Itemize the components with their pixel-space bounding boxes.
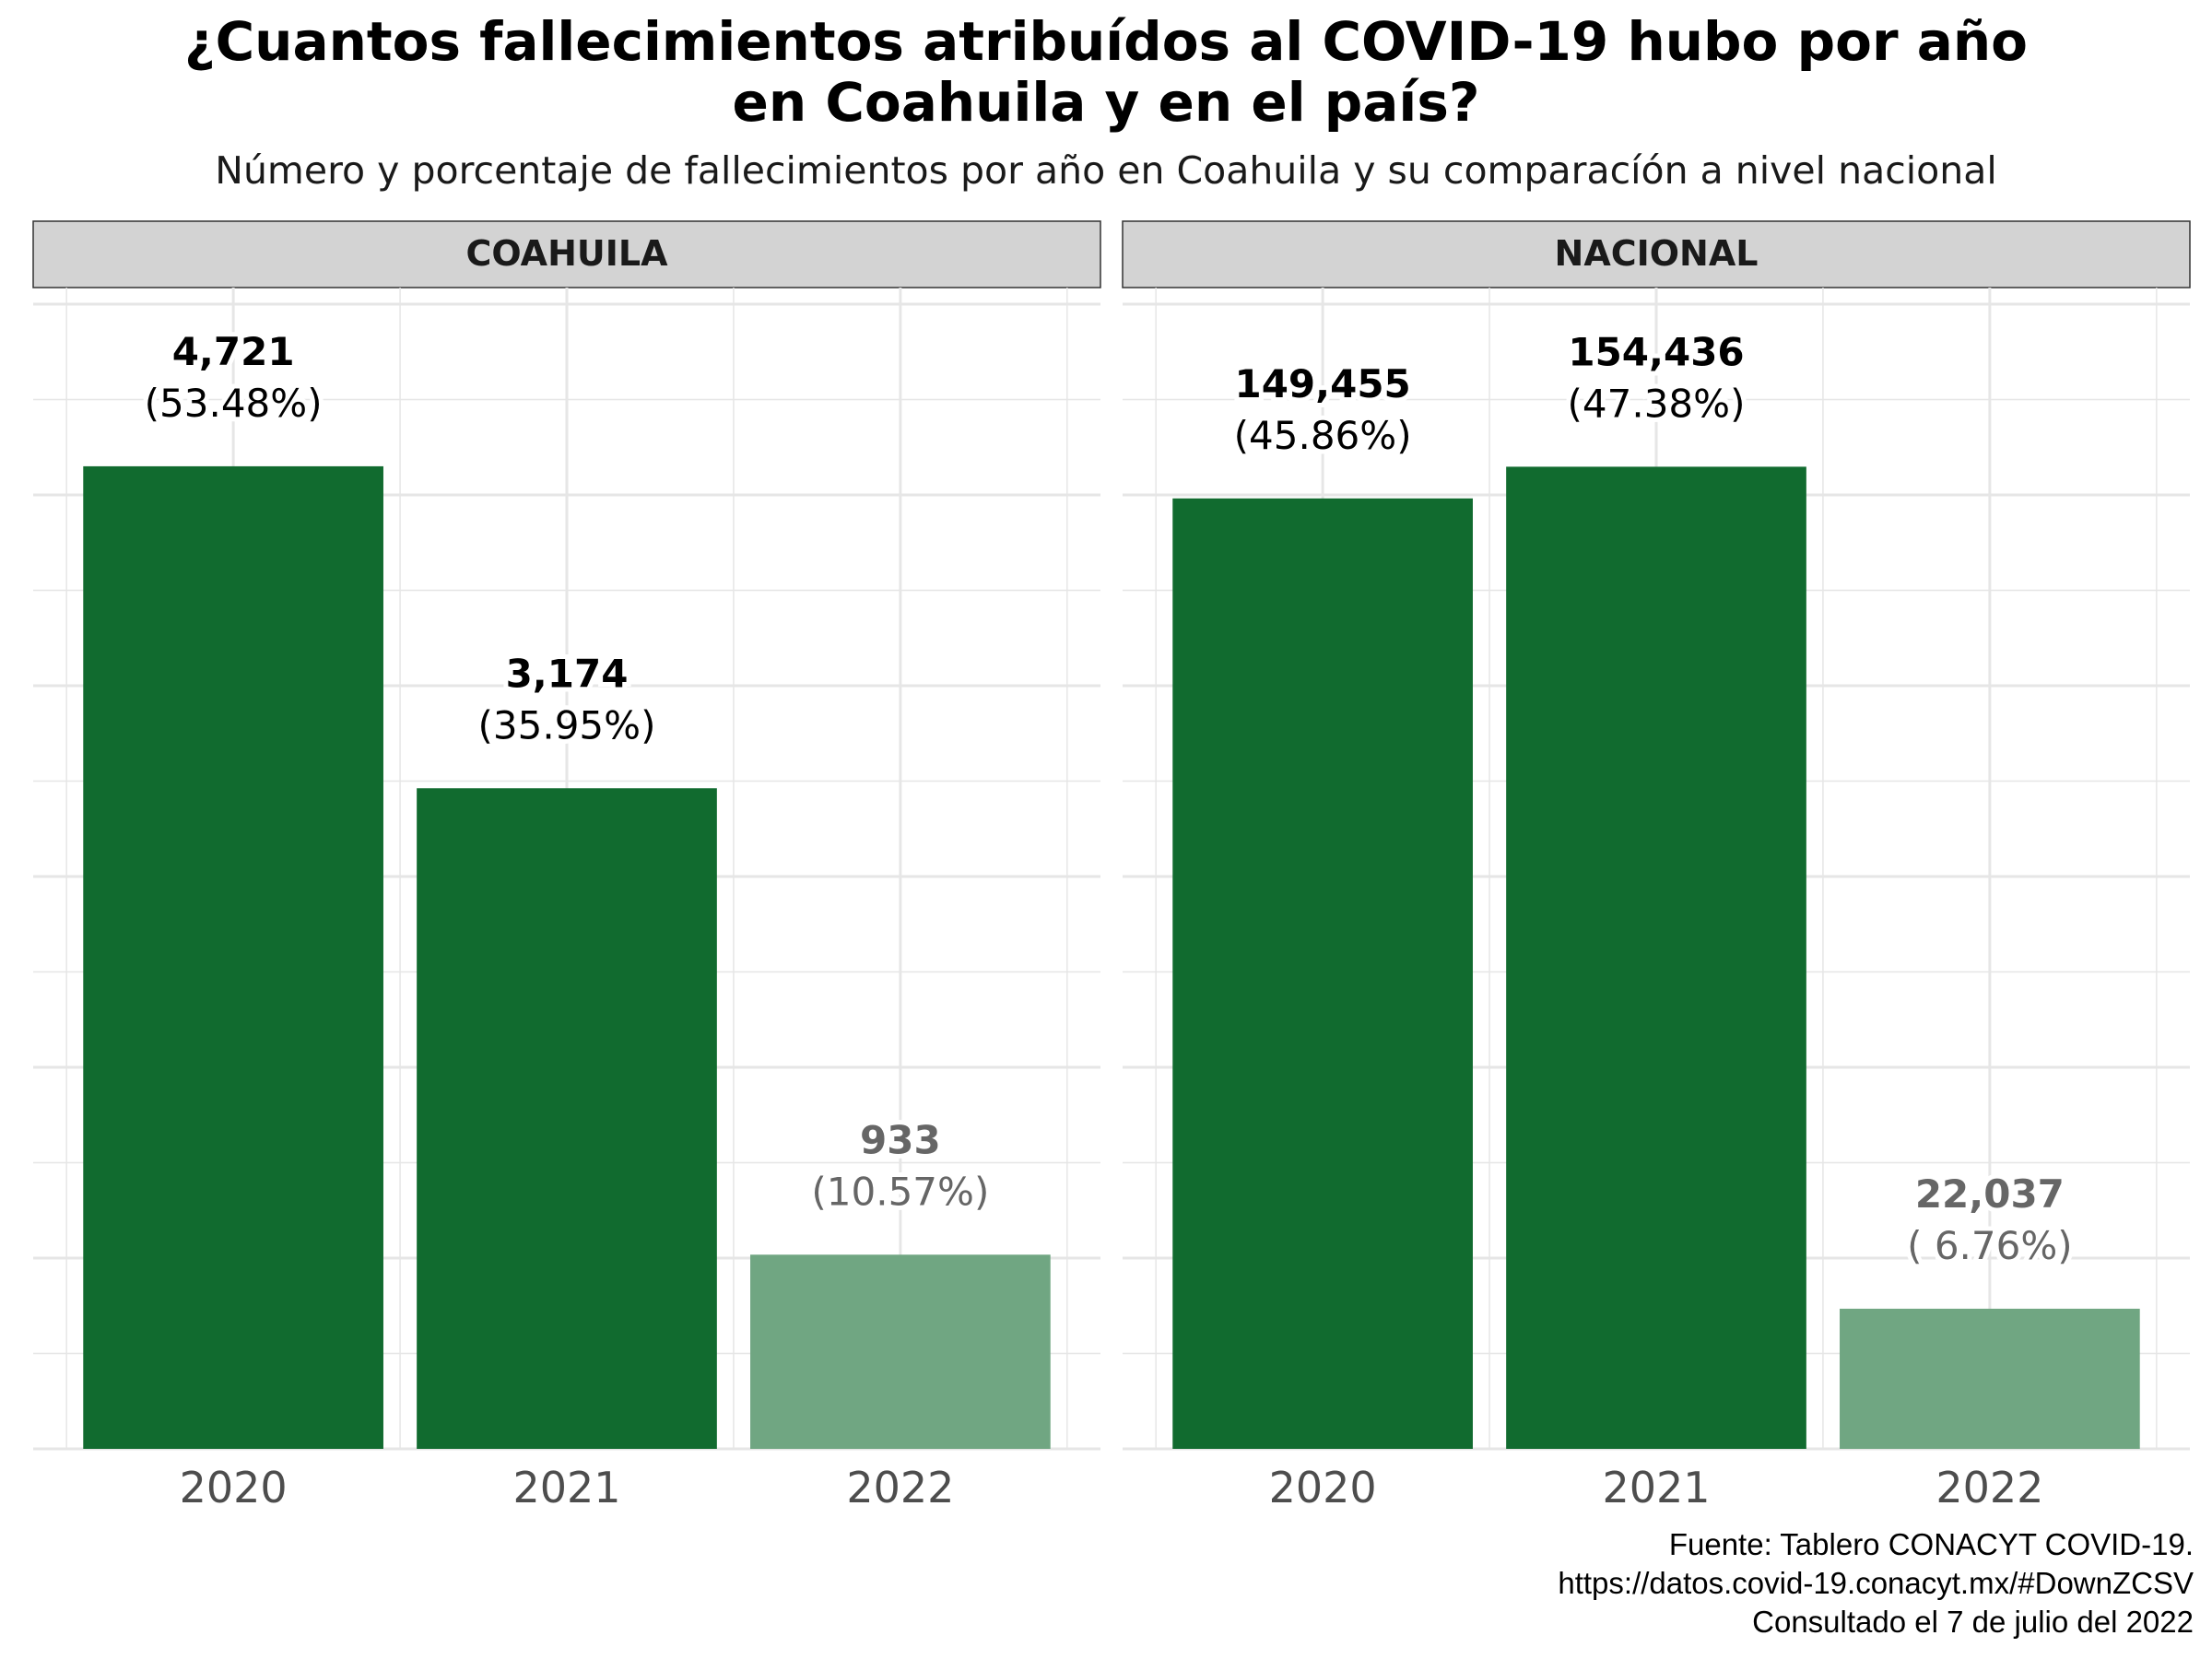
value-label: 149,455 bbox=[1234, 361, 1410, 406]
x-tick-label: 2020 bbox=[1269, 1463, 1377, 1512]
percent-label: ( 6.76%) bbox=[1907, 1223, 2073, 1268]
x-tick-label: 2021 bbox=[512, 1463, 620, 1512]
chart-title-line-2: en Coahuila y en el país? bbox=[732, 71, 1480, 134]
facet-strip-label-coahuila: COAHUILA bbox=[465, 233, 668, 274]
bar-coahuila-2020 bbox=[83, 465, 383, 1449]
chart-subtitle: Número y porcentaje de fallecimientos po… bbox=[215, 148, 1997, 193]
percent-label: (53.48%) bbox=[145, 381, 323, 426]
caption-line-2: https://datos.covid-19.conacyt.mx/#DownZ… bbox=[1558, 1566, 2194, 1600]
chart-title: ¿Cuantos fallecimientos atribuídos al CO… bbox=[0, 11, 2212, 133]
x-tick-label: 2022 bbox=[1936, 1463, 2043, 1512]
facet-strip-label-nacional: NACIONAL bbox=[1555, 233, 1759, 274]
caption-line-3: Consultado el 7 de julio del 2022 bbox=[1752, 1605, 2194, 1639]
value-label: 3,174 bbox=[506, 651, 629, 696]
caption-line-1: Fuente: Tablero CONACYT COVID-19. bbox=[1668, 1527, 2194, 1561]
bar-coahuila-2021 bbox=[417, 788, 717, 1449]
facet-strip-coahuila bbox=[32, 220, 1101, 288]
bar-nacional-2020 bbox=[1172, 498, 1473, 1449]
facet-strip-nacional bbox=[1122, 220, 2191, 288]
value-label: 933 bbox=[860, 1117, 941, 1162]
bar-nacional-2022 bbox=[1840, 1308, 2140, 1449]
bar-coahuila-2022 bbox=[750, 1254, 1051, 1449]
value-label: 154,436 bbox=[1568, 329, 1744, 374]
bar-nacional-2021 bbox=[1506, 466, 1806, 1449]
percent-label: (35.95%) bbox=[478, 702, 656, 747]
percent-label: (45.86%) bbox=[1234, 413, 1412, 458]
x-tick-label: 2021 bbox=[1602, 1463, 1710, 1512]
chart-title-line-1: ¿Cuantos fallecimientos atribuídos al CO… bbox=[183, 10, 2029, 73]
value-label: 4,721 bbox=[172, 329, 295, 374]
percent-label: (10.57%) bbox=[811, 1169, 989, 1214]
value-label: 22,037 bbox=[1915, 1171, 2065, 1217]
source-caption: Fuente: Tablero CONACYT COVID-19. https:… bbox=[1558, 1525, 2194, 1641]
x-tick-label: 2020 bbox=[180, 1463, 288, 1512]
x-tick-label: 2022 bbox=[846, 1463, 954, 1512]
percent-label: (47.38%) bbox=[1568, 381, 1746, 426]
